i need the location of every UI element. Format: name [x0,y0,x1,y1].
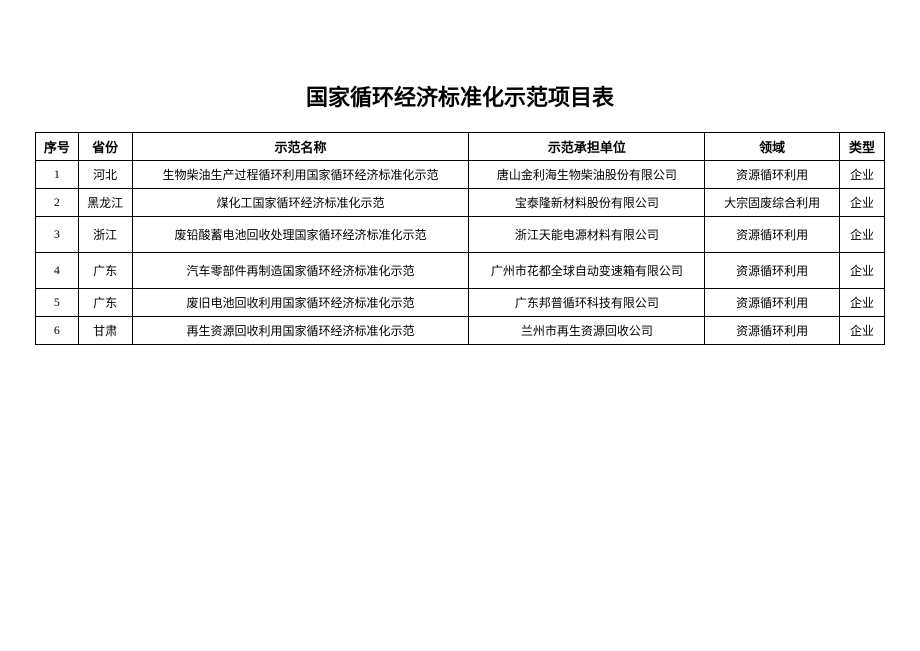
cell-field: 资源循环利用 [705,253,840,289]
table-row: 1河北生物柴油生产过程循环利用国家循环经济标准化示范唐山金利海生物柴油股份有限公… [36,161,885,189]
cell-province: 甘肃 [78,317,132,345]
cell-org: 广东邦普循环科技有限公司 [469,289,705,317]
cell-type: 企业 [840,217,885,253]
cell-field: 资源循环利用 [705,161,840,189]
cell-province: 浙江 [78,217,132,253]
cell-type: 企业 [840,253,885,289]
cell-seq: 4 [36,253,79,289]
header-type: 类型 [840,133,885,161]
cell-field: 资源循环利用 [705,217,840,253]
cell-seq: 6 [36,317,79,345]
cell-name: 生物柴油生产过程循环利用国家循环经济标准化示范 [132,161,469,189]
cell-field: 资源循环利用 [705,289,840,317]
table-row: 2黑龙江煤化工国家循环经济标准化示范宝泰隆新材料股份有限公司大宗固废综合利用企业 [36,189,885,217]
table-body: 1河北生物柴油生产过程循环利用国家循环经济标准化示范唐山金利海生物柴油股份有限公… [36,161,885,345]
cell-seq: 5 [36,289,79,317]
cell-org: 广州市花都全球自动变速箱有限公司 [469,253,705,289]
cell-org: 宝泰隆新材料股份有限公司 [469,189,705,217]
header-province: 省份 [78,133,132,161]
table-row: 6甘肃再生资源回收利用国家循环经济标准化示范兰州市再生资源回收公司资源循环利用企… [36,317,885,345]
cell-province: 广东 [78,289,132,317]
cell-name: 汽车零部件再制造国家循环经济标准化示范 [132,253,469,289]
header-field: 领域 [705,133,840,161]
cell-seq: 3 [36,217,79,253]
cell-org: 兰州市再生资源回收公司 [469,317,705,345]
cell-type: 企业 [840,161,885,189]
table-row: 4广东汽车零部件再制造国家循环经济标准化示范广州市花都全球自动变速箱有限公司资源… [36,253,885,289]
cell-name: 再生资源回收利用国家循环经济标准化示范 [132,317,469,345]
cell-province: 广东 [78,253,132,289]
cell-province: 河北 [78,161,132,189]
header-seq: 序号 [36,133,79,161]
document-title: 国家循环经济标准化示范项目表 [35,80,885,112]
cell-type: 企业 [840,317,885,345]
cell-seq: 2 [36,189,79,217]
cell-type: 企业 [840,189,885,217]
cell-seq: 1 [36,161,79,189]
cell-org: 唐山金利海生物柴油股份有限公司 [469,161,705,189]
header-name: 示范名称 [132,133,469,161]
cell-type: 企业 [840,289,885,317]
cell-field: 大宗固废综合利用 [705,189,840,217]
cell-name: 废铅酸蓄电池回收处理国家循环经济标准化示范 [132,217,469,253]
table-row: 5广东废旧电池回收利用国家循环经济标准化示范广东邦普循环科技有限公司资源循环利用… [36,289,885,317]
cell-province: 黑龙江 [78,189,132,217]
table-row: 3浙江废铅酸蓄电池回收处理国家循环经济标准化示范浙江天能电源材料有限公司资源循环… [36,217,885,253]
table-header-row: 序号 省份 示范名称 示范承担单位 领域 类型 [36,133,885,161]
projects-table: 序号 省份 示范名称 示范承担单位 领域 类型 1河北生物柴油生产过程循环利用国… [35,132,885,345]
cell-name: 煤化工国家循环经济标准化示范 [132,189,469,217]
cell-org: 浙江天能电源材料有限公司 [469,217,705,253]
header-org: 示范承担单位 [469,133,705,161]
cell-name: 废旧电池回收利用国家循环经济标准化示范 [132,289,469,317]
cell-field: 资源循环利用 [705,317,840,345]
